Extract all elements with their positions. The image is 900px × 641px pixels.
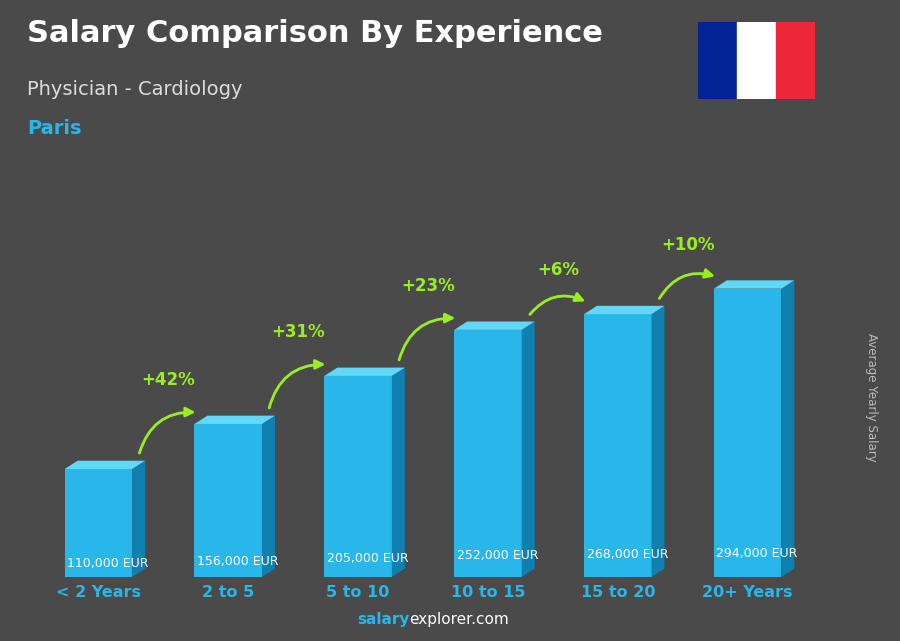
Text: Paris: Paris <box>27 119 82 138</box>
Bar <box>736 22 776 99</box>
Text: Physician - Cardiology: Physician - Cardiology <box>27 80 242 99</box>
Text: +6%: +6% <box>537 261 579 279</box>
Bar <box>584 314 652 577</box>
Text: +42%: +42% <box>141 371 195 389</box>
Polygon shape <box>584 306 664 314</box>
Bar <box>776 22 814 99</box>
Bar <box>454 330 522 577</box>
Text: 110,000 EUR: 110,000 EUR <box>68 558 148 570</box>
Text: +31%: +31% <box>272 323 325 341</box>
Text: 252,000 EUR: 252,000 EUR <box>457 549 538 562</box>
Polygon shape <box>714 280 795 288</box>
Bar <box>65 469 132 577</box>
Bar <box>324 376 392 577</box>
Bar <box>194 424 262 577</box>
Text: +10%: +10% <box>662 236 715 254</box>
Polygon shape <box>522 322 535 577</box>
Text: salary: salary <box>357 612 410 627</box>
Polygon shape <box>454 322 535 330</box>
Bar <box>698 22 736 99</box>
Polygon shape <box>65 461 145 469</box>
Text: 205,000 EUR: 205,000 EUR <box>327 552 409 565</box>
Polygon shape <box>132 461 145 577</box>
Text: explorer.com: explorer.com <box>410 612 509 627</box>
Text: Average Yearly Salary: Average Yearly Salary <box>865 333 878 462</box>
Polygon shape <box>324 367 405 376</box>
Text: +23%: +23% <box>401 277 455 295</box>
Polygon shape <box>652 306 664 577</box>
Polygon shape <box>262 415 275 577</box>
Text: Salary Comparison By Experience: Salary Comparison By Experience <box>27 19 603 48</box>
Text: 156,000 EUR: 156,000 EUR <box>197 554 279 568</box>
Polygon shape <box>194 415 275 424</box>
Text: 268,000 EUR: 268,000 EUR <box>587 548 668 561</box>
Polygon shape <box>781 280 795 577</box>
Text: 294,000 EUR: 294,000 EUR <box>716 547 797 560</box>
Polygon shape <box>392 367 405 577</box>
Bar <box>714 288 781 577</box>
